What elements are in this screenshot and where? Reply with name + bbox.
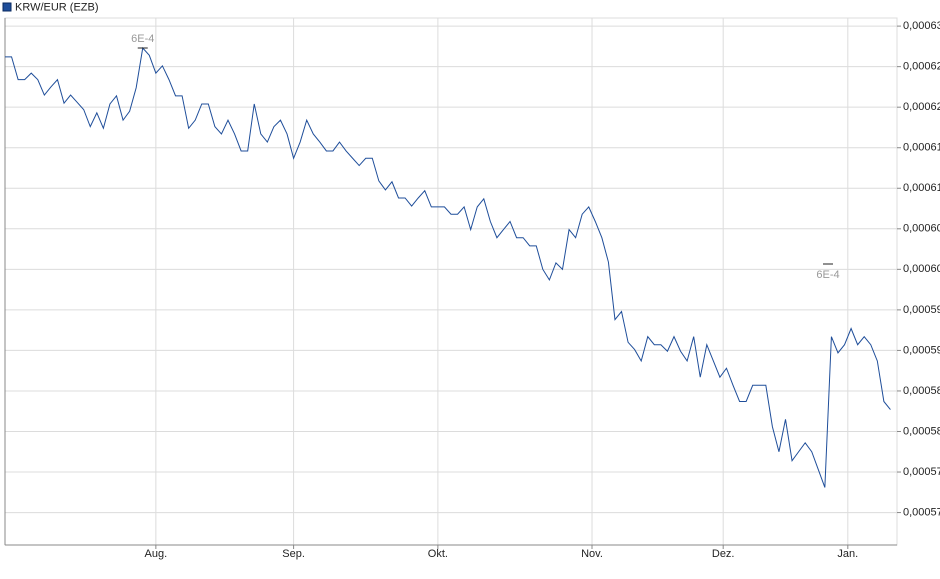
x-tick-label: Sep. [282,548,305,560]
y-tick-label: 0,00057 [903,466,940,478]
annotation: 6E-4 [816,269,839,281]
line-series [5,46,891,488]
y-tick-label: 0,00060 [903,263,940,275]
x-tick-label: Dez. [712,548,735,560]
plot-area [4,17,898,546]
y-tick-label: 0,00061 [903,182,940,194]
legend-swatch [2,2,12,12]
x-tick-label: Okt. [428,548,448,560]
x-tick-label: Nov. [581,548,603,560]
annotation: 6E-4 [131,33,154,45]
y-tick-label: 0,00057 [903,506,940,518]
y-tick-label: 0,00059 [903,304,940,316]
x-tick-label: Aug. [145,548,168,560]
y-tick-label: 0,00058 [903,425,940,437]
y-tick-label: 0,00060 [903,223,940,235]
x-tick-label: Jan. [837,548,858,560]
y-tick-label: 0,00058 [903,385,940,397]
y-tick-label: 0,00059 [903,344,940,356]
y-tick-label: 0,00062 [903,61,940,73]
y-tick-label: 0,00061 [903,142,940,154]
legend-label: KRW/EUR (EZB) [15,1,99,13]
y-tick-label: 0,00062 [903,101,940,113]
y-tick-label: 0,00063 [903,20,940,32]
